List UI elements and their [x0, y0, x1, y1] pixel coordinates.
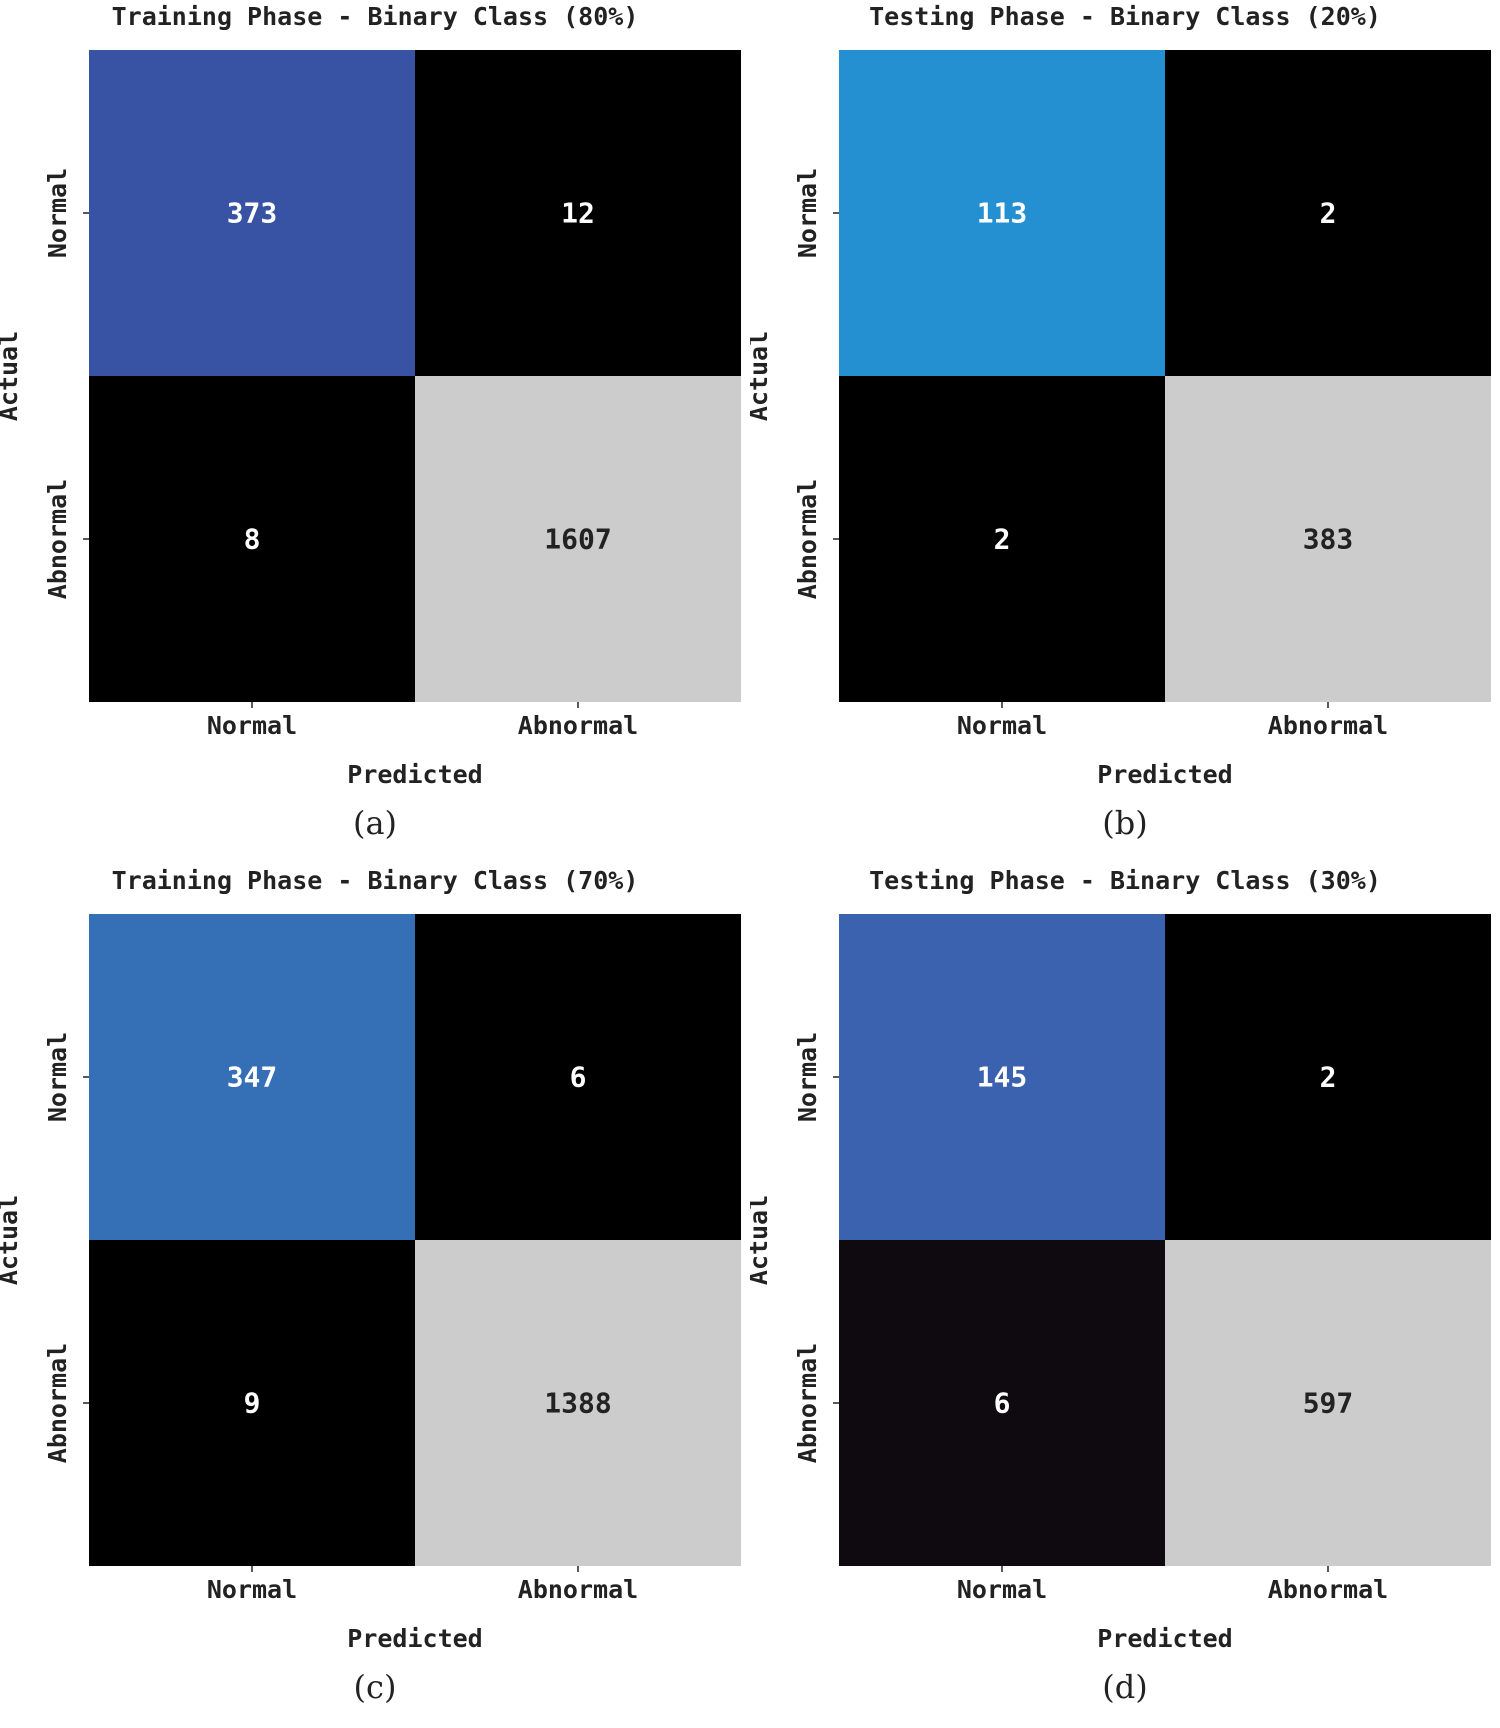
cell-value-label: 373 — [227, 197, 278, 230]
confusion-matrix-panel-a: Training Phase - Binary Class (80%) 373 1… — [0, 0, 750, 864]
heatmap-cell — [1165, 1240, 1491, 1566]
panel-caption: (a) — [352, 804, 398, 842]
panel-caption: (c) — [353, 1668, 397, 1706]
cell-value-label: 6 — [570, 1061, 587, 1094]
x-axis-label: Predicted — [347, 760, 482, 789]
heatmap-cell — [89, 1240, 415, 1566]
cell-value-label: 2 — [994, 523, 1011, 556]
cell-value-label: 1388 — [544, 1387, 611, 1420]
y-axis-label: Actual — [0, 1195, 23, 1285]
x-axis-label: Predicted — [1097, 1624, 1232, 1653]
heatmap-cell — [415, 1240, 741, 1566]
x-tick-label: Normal — [957, 1575, 1047, 1604]
heatmap-cell — [839, 376, 1165, 702]
heatmap-cell — [89, 914, 415, 1240]
x-tick-label: Abnormal — [1268, 1575, 1388, 1604]
panel-title: Testing Phase - Binary Class (30%) — [869, 866, 1381, 895]
cell-value-label: 597 — [1303, 1387, 1354, 1420]
y-tick-label: Abnormal — [793, 479, 822, 599]
y-tick-label: Normal — [43, 168, 72, 258]
cell-value-label: 6 — [994, 1387, 1011, 1420]
heatmap-cell — [1165, 914, 1491, 1240]
heatmap-cell — [415, 914, 741, 1240]
heatmap-cell — [415, 376, 741, 702]
y-tick-label: Abnormal — [43, 479, 72, 599]
heatmap-cell — [1165, 376, 1491, 702]
heatmap-cell — [89, 376, 415, 702]
confusion-matrix-chart: 373 12 8 1607 Normal Abnormal Normal Abnormal Pr… — [0, 50, 741, 789]
y-tick-label: Normal — [43, 1032, 72, 1122]
y-axis-label: Actual — [750, 1195, 773, 1285]
heatmap-cell — [1165, 50, 1491, 376]
x-tick-label: Normal — [207, 711, 297, 740]
x-tick-label: Abnormal — [518, 1575, 638, 1604]
x-tick-label: Normal — [957, 711, 1047, 740]
y-tick-label: Abnormal — [793, 1343, 822, 1463]
heatmap-cell — [839, 50, 1165, 376]
y-tick-label: Abnormal — [43, 1343, 72, 1463]
confusion-matrix-panel-d: Testing Phase - Binary Class (30%) 145 2 6… — [750, 864, 1500, 1728]
panel-caption: (b) — [1102, 804, 1148, 842]
confusion-matrix-panel-c: Training Phase - Binary Class (70%) 347 6… — [0, 864, 750, 1728]
x-tick-label: Abnormal — [518, 711, 638, 740]
cell-value-label: 383 — [1303, 523, 1354, 556]
cell-value-label: 8 — [244, 523, 261, 556]
panel-caption: (d) — [1102, 1668, 1148, 1706]
cell-value-label: 145 — [977, 1061, 1028, 1094]
y-axis-label: Actual — [0, 331, 23, 421]
x-axis-label: Predicted — [347, 1624, 482, 1653]
heatmap-cell — [839, 1240, 1165, 1566]
y-tick-label: Normal — [793, 168, 822, 258]
y-tick-label: Normal — [793, 1032, 822, 1122]
cell-value-label: 9 — [244, 1387, 261, 1420]
y-axis-label: Actual — [750, 331, 773, 421]
heatmap-cell — [839, 914, 1165, 1240]
cell-value-label: 2 — [1320, 197, 1337, 230]
x-tick-label: Abnormal — [1268, 711, 1388, 740]
x-axis-label: Predicted — [1097, 760, 1232, 789]
cell-value-label: 12 — [561, 197, 595, 230]
heatmap-cell — [415, 50, 741, 376]
confusion-matrix-chart: 113 2 2 383 Normal Abnormal Normal Abnormal Pred… — [750, 50, 1491, 789]
panel-title: Training Phase - Binary Class (70%) — [111, 866, 639, 895]
panel-title: Training Phase - Binary Class (80%) — [111, 2, 639, 31]
cell-value-label: 2 — [1320, 1061, 1337, 1094]
confusion-matrix-chart: 145 2 6 597 Normal Abnormal Normal Abnormal Pred… — [750, 914, 1491, 1653]
confusion-matrix-panel-b: Testing Phase - Binary Class (20%) 113 2 2… — [750, 0, 1500, 864]
cell-value-label: 347 — [227, 1061, 278, 1094]
cell-value-label: 113 — [977, 197, 1028, 230]
heatmap-cell — [89, 50, 415, 376]
x-tick-label: Normal — [207, 1575, 297, 1604]
panel-title: Testing Phase - Binary Class (20%) — [869, 2, 1381, 31]
confusion-matrix-chart: 347 6 9 1388 Normal Abnormal Normal Abnormal Pre… — [0, 914, 741, 1653]
cell-value-label: 1607 — [544, 523, 611, 556]
